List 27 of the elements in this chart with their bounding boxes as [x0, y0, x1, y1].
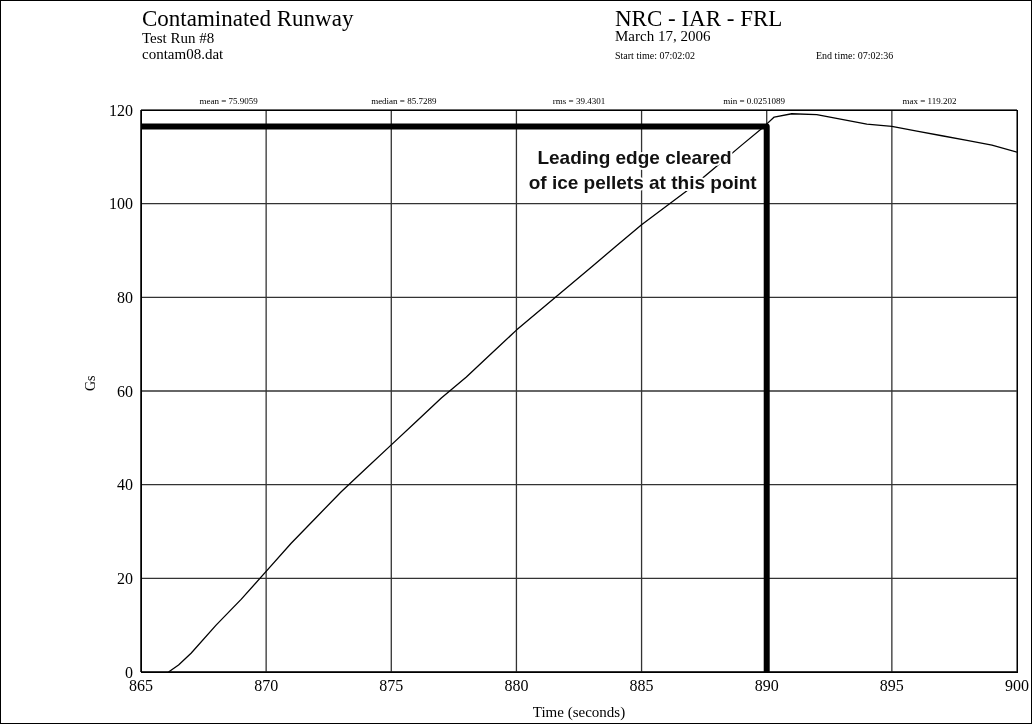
- y-tick-label: 100: [109, 195, 133, 213]
- x-tick-label: 880: [504, 677, 529, 695]
- chart-subtitle: Test Run #8: [142, 30, 215, 47]
- text: End time: 07:02:36: [816, 50, 894, 61]
- x-tick-label: 870: [254, 677, 279, 695]
- y-axis-title: Gs: [82, 375, 98, 391]
- text: rms = 39.4301: [551, 96, 607, 106]
- y-tick-label: 20: [117, 570, 133, 588]
- chart-title: Contaminated Runway: [142, 6, 354, 32]
- text: contam08.dat: [142, 46, 224, 63]
- x-axis-title: Time (seconds): [532, 704, 626, 721]
- x-tick-label: 885: [629, 677, 654, 695]
- text: max = 119.202: [901, 96, 958, 106]
- y-tick-label: 80: [117, 289, 133, 307]
- y-tick-label: 60: [117, 382, 133, 400]
- y-tick-label: 40: [117, 476, 133, 494]
- x-tick-label: 895: [879, 677, 904, 695]
- y-tick-label: 120: [109, 101, 133, 119]
- text: Start time: 07:02:02: [615, 50, 695, 61]
- x-tick-label: 875: [379, 677, 404, 695]
- text: median = 85.7289: [370, 96, 438, 106]
- x-tick-label: 890: [754, 677, 779, 695]
- text: NRC - IAR - FRL: [615, 6, 783, 31]
- text: March 17, 2006: [615, 28, 711, 45]
- text: min = 0.0251089: [722, 96, 787, 106]
- text: mean = 75.9059: [199, 96, 258, 106]
- x-tick-label: 900: [1005, 677, 1029, 695]
